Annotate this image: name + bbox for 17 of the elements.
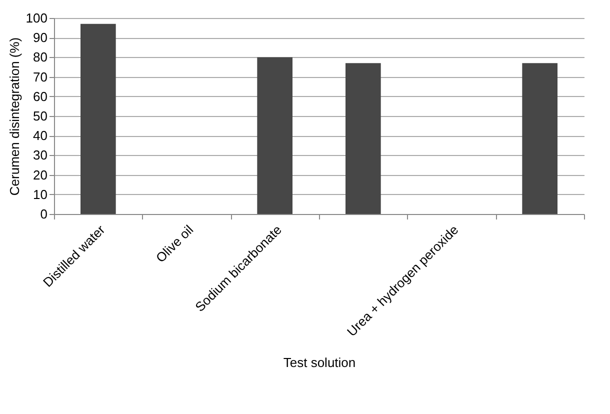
y-tick-label: 60 xyxy=(33,88,48,104)
y-tick-label: 100 xyxy=(26,10,48,26)
y-tick-label: 20 xyxy=(33,167,48,182)
x-axis-title: Test solution xyxy=(283,355,356,370)
y-axis-title: Cerumen disintegration (%) xyxy=(6,37,22,196)
y-tick-label: 80 xyxy=(33,50,48,65)
y-tick-label: 70 xyxy=(33,69,48,84)
bar xyxy=(522,63,558,214)
bar xyxy=(346,63,381,214)
y-tick-label: 0 xyxy=(40,206,48,222)
y-tick-label: 40 xyxy=(33,128,48,144)
y-tick-label: 50 xyxy=(33,108,48,124)
y-tick-label: 90 xyxy=(33,30,48,46)
bar xyxy=(80,24,116,214)
bar xyxy=(257,57,292,214)
y-tick-label: 10 xyxy=(33,186,48,202)
y-tick-label: 30 xyxy=(33,148,48,163)
